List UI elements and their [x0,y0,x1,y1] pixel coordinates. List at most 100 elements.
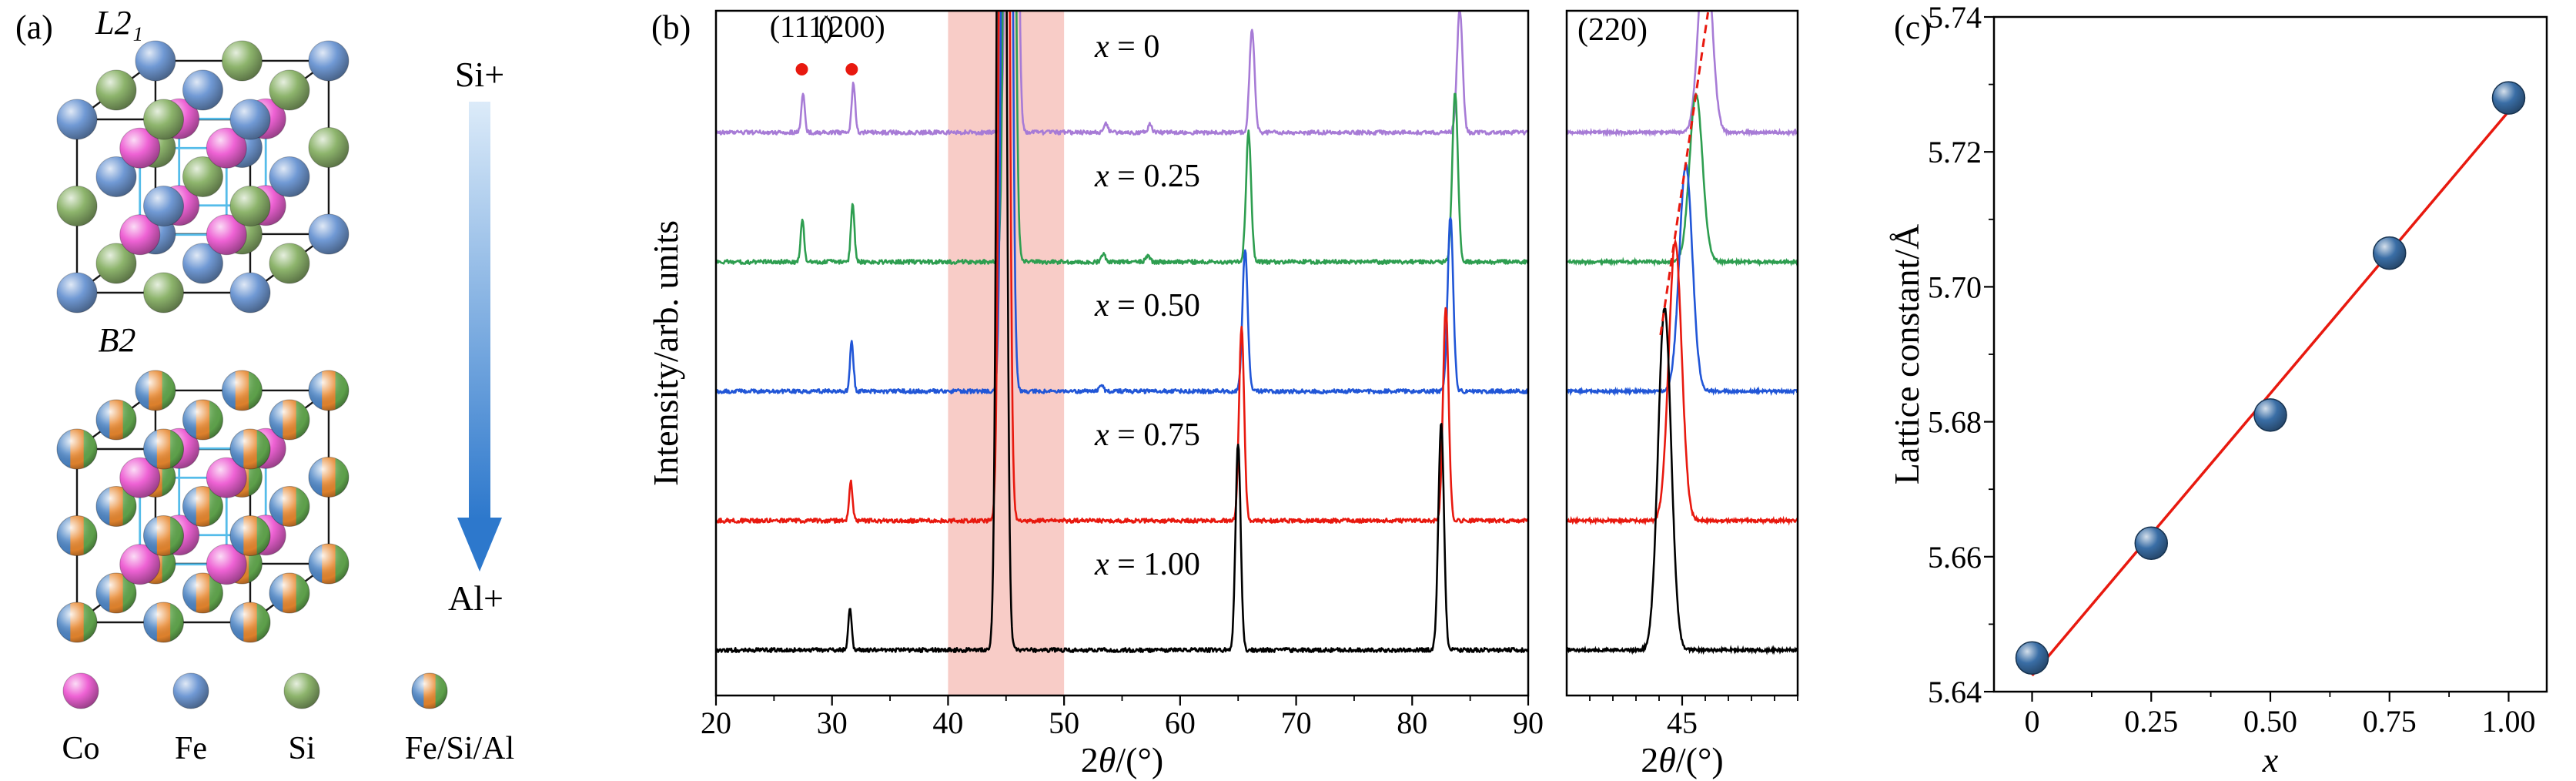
atom-si [182,156,223,197]
atom-si [143,272,184,313]
x-tick-label: 40 [932,706,963,740]
atom-mixed-shade [182,572,223,614]
series-label: x = 0.50 [1094,288,1200,323]
xrd-curve-x0 [716,11,1528,136]
y-tick-label: 5.66 [1928,540,1982,575]
xrd-curve-x1.00 [716,11,1528,653]
atom-mixed-shade [95,399,137,441]
substitution-arrow-head [457,518,502,572]
atom-mixed-shade [182,399,223,441]
atom-mixed-shade [269,399,310,441]
atom-mixed-shade [308,543,350,585]
y-tick-label: 5.72 [1928,135,1982,169]
x-tick-label: 80 [1397,706,1427,740]
peak-marker-label: (200) [818,9,885,44]
panel-a-structures: L2₁ B2 Si+ Al+ Co Fe Si Fe/Si/Al [56,4,514,766]
atom-fe [143,186,184,226]
panel-b-xrd: x = 0 x = 0.25 x = 0.50 x = 0.75 x = 1.00 (11… [646,9,1799,779]
atom-mixed-shade [229,602,271,643]
peak-shift-guide-line [1659,12,1710,336]
x-tick-label: 30 [817,706,848,740]
xrd-zoom-curve-x0.75 [1567,237,1798,526]
atom-si [269,243,310,284]
atom-mixed-shade [56,602,98,643]
atom-fe [56,99,98,140]
panel-c-label: (c) [1894,8,1932,46]
atom-mixed-shade [221,370,263,411]
atom-mixed-shade [143,602,184,643]
atom-fe [95,156,137,197]
data-point [2015,641,2049,675]
xrd-zoom-curve-x0 [1567,11,1798,138]
atom-si [221,40,263,82]
atom-mixed-shade [135,370,176,411]
atom-fe [229,99,271,140]
atom-mixed-shade [56,428,98,470]
x-axis-label: 2θ/(°) [1081,740,1163,779]
atom-mixed-shade [269,485,310,527]
atom-mixed-shade [56,515,98,556]
atom-co [119,214,161,256]
x-tick-label: 0 [2025,704,2040,739]
y-tick-label: 5.64 [1928,675,1982,709]
peak-marker-dot [795,63,808,75]
series-label: x = 0 [1094,29,1159,65]
structure-label-l21: L2₁ [95,4,143,42]
legend-swatch-fe-si-al-shade [411,672,448,709]
atom-si [229,186,271,226]
legend-label: Co [62,731,99,766]
y-axis-label: Intensity/arb. units [646,220,685,486]
atom-fe [182,243,223,284]
y-tick-label: 5.70 [1928,270,1982,304]
atom-fe [229,272,271,313]
xrd-zoom-curve-x0.50 [1567,163,1798,397]
substitution-arrow-shaft [469,102,490,519]
xrd-curve-x0.25 [716,11,1528,265]
x-tick-label: 45 [1667,706,1698,740]
x-axis-label: 2θ/(°) [1641,740,1723,779]
panel-b-label: (b) [651,8,691,46]
atom-mixed-shade [229,428,271,470]
peak-marker-label: (111) [770,9,835,44]
xrd-zoom-curves [1567,11,1798,655]
atom-mixed-shade [182,485,223,527]
atom-mixed-shade [143,428,184,470]
atom-mixed-shade [143,515,184,556]
legend-label: Fe/Si/Al [405,731,514,766]
data-point [2372,236,2407,270]
legend-swatch-si [283,672,320,709]
y-axis-label: Lattice constant/Å [1887,224,1926,485]
atom-si [308,126,350,168]
data-point [2253,398,2287,432]
crystal-structure-b2 [56,370,350,643]
series-label: x = 0.75 [1094,417,1200,453]
peak-marker-dot [845,63,858,75]
data-point [2134,526,2169,561]
atom-mixed-shade [269,572,310,614]
x-tick-label: 1.00 [2481,704,2535,739]
legend-label: Fe [175,731,207,766]
crystal-structure-l21 [56,40,350,313]
x-tick-label: 0.25 [2124,704,2178,739]
xrd-zoom-curve-x0.25 [1567,92,1798,267]
atom-fe [308,40,350,82]
atom-si [269,69,310,111]
x-tick-label: 50 [1049,706,1079,740]
plot-frame [714,9,1530,697]
x-tick-label: 20 [701,706,731,740]
panel-a-label: (a) [15,8,53,46]
atom-co [206,457,247,498]
legend-swatch-co [62,672,99,709]
x-tick-label: 0.75 [2363,704,2417,739]
xrd-curve-x0.50 [716,11,1528,394]
y-tick-label: 5.68 [1928,405,1982,440]
atom-mixed-shade [95,572,137,614]
atom-si [95,243,137,284]
atom-co [119,457,161,498]
xrd-zoom-curve-x1.00 [1567,307,1798,655]
atom-co [206,544,247,585]
atom-co [119,127,161,169]
atom-co [119,544,161,585]
atom-si [95,69,137,111]
